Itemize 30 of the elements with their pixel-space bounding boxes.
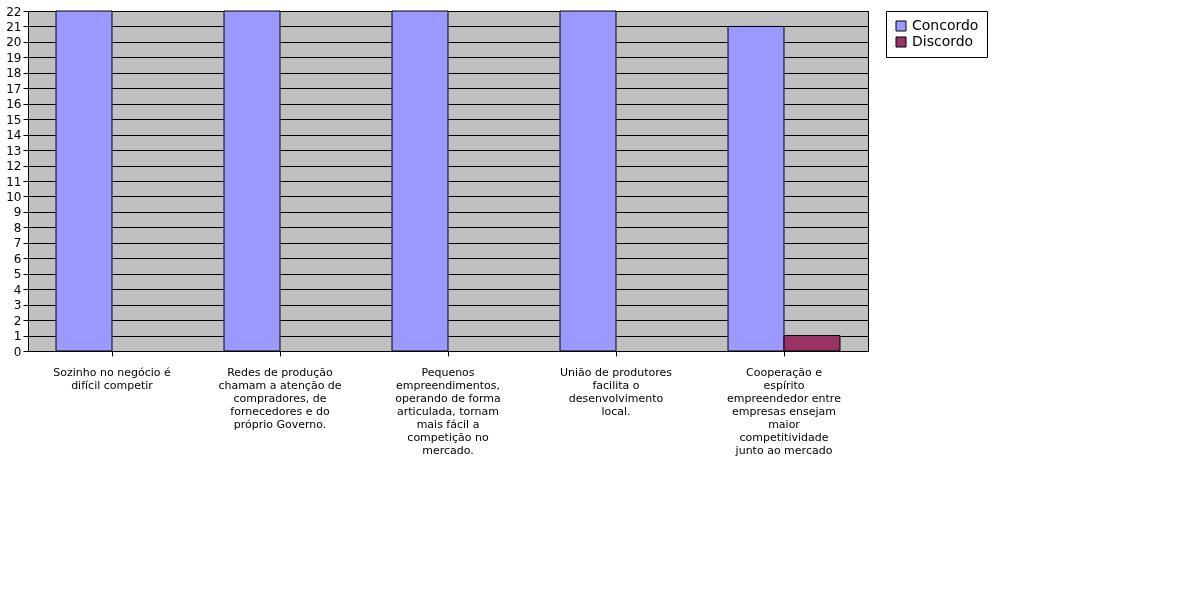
y-tick-label: 18 [6, 66, 22, 81]
x-tick-label: Cooperação e espírito empreendedor entre empresas ensejam maior competitividade junto ao mercado [727, 365, 842, 457]
y-tick-label: 14 [6, 128, 22, 143]
y-tick-label: 6 [13, 251, 22, 266]
y-tick-label: 16 [6, 97, 22, 112]
x-tick-label: União de produtores facilita o desenvolvimento local. [559, 365, 673, 418]
x-tick-label: Sozinho no negócio é difícil competir [53, 365, 171, 392]
y-tick-label: 4 [13, 282, 22, 297]
y-tick-label: 9 [13, 205, 22, 220]
x-tick-label: Redes de produção chamam a atenção de compradores, de fornecedores e do próprio Governo. [218, 365, 342, 431]
y-tick-label: 12 [6, 159, 22, 174]
y-tick-label: 10 [6, 189, 22, 204]
legend-label: Concordo [912, 17, 979, 33]
y-tick-label: 7 [13, 236, 22, 251]
y-tick-label: 0 [13, 344, 22, 359]
y-tick-label: 2 [13, 313, 22, 328]
y-tick-label: 22 [6, 4, 22, 19]
y-tick-label: 15 [6, 112, 22, 127]
x-tick-label: Pequenos empreendimentos, operando de forma articulada, tornam mais fácil a competição no mercado. [395, 365, 501, 457]
y-tick-label: 8 [13, 220, 22, 235]
y-tick-label: 1 [13, 329, 22, 344]
y-tick-label: 3 [13, 298, 22, 313]
y-tick-label: 11 [6, 174, 22, 189]
y-tick-label: 13 [6, 143, 22, 158]
y-tick-label: 20 [6, 35, 22, 50]
y-tick-label: 19 [6, 50, 22, 65]
y-tick-label: 21 [6, 19, 22, 34]
y-tick-label: 17 [6, 81, 22, 96]
y-tick-label: 5 [13, 267, 22, 282]
legend-label: Discordo [912, 33, 974, 49]
